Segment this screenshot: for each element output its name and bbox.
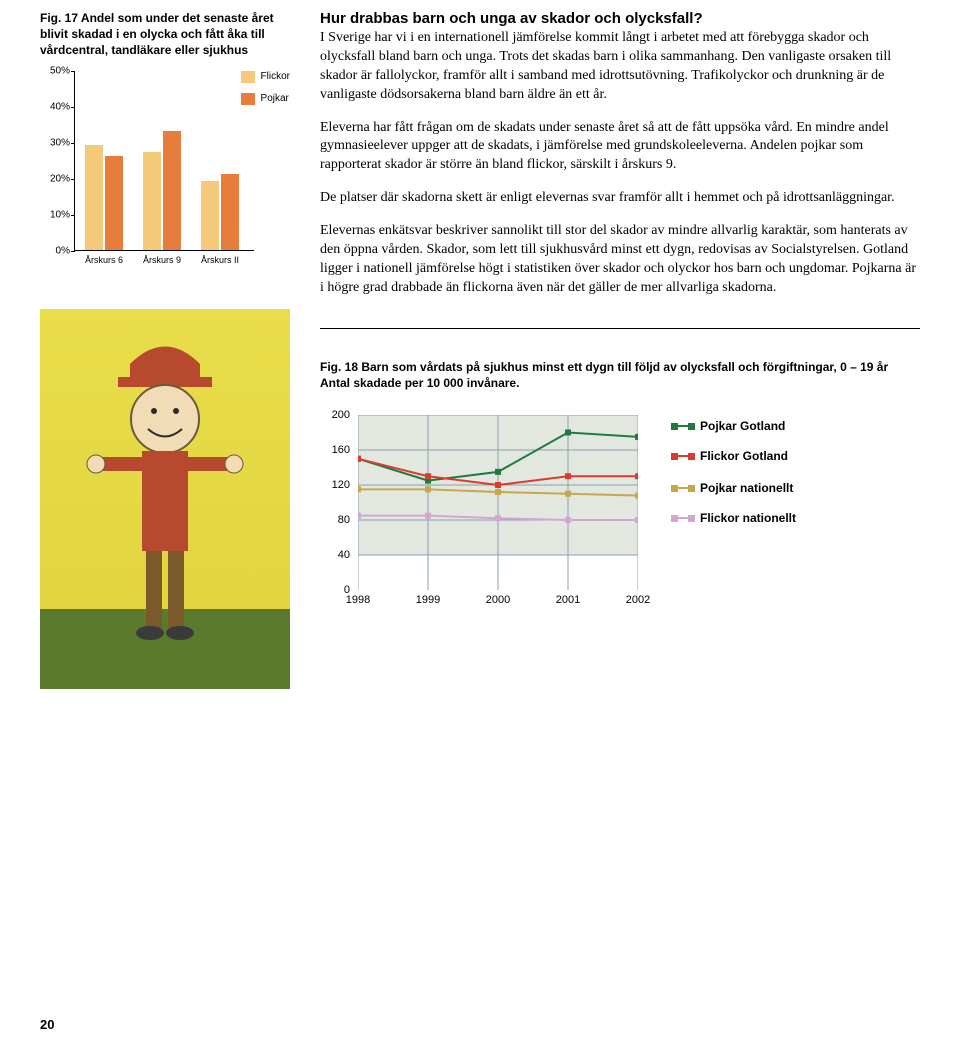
paragraph-4: Elevernas enkätsvar beskriver sannolikt … [320,222,920,298]
fig17-legend-item: Pojkar [241,93,290,105]
paragraph-2: Eleverna har fått frågan om de skadats u… [320,119,920,176]
paragraph-3: De platser där skadorna skett är enligt … [320,189,920,208]
fig17-y-tick: 20% [40,173,70,184]
fig18-y-tick: 160 [320,444,350,456]
fig17-y-tick: 10% [40,209,70,220]
page-number: 20 [40,1017,54,1032]
fig18-line-chart: 04080120160200 19981999200020012002 [320,411,650,621]
fig17-bar [221,174,239,250]
section-heading: Hur drabbas barn och unga av skador och … [320,10,920,27]
fig18-legend-item: Flickor Gotland [674,449,796,463]
fig17-x-label: Årskurs 9 [137,255,187,265]
fig17-bar-chart: 0%10%20%30%40%50% FlickorPojkar Årskurs … [40,71,290,291]
fig18-legend-item: Flickor nationellt [674,511,796,525]
fig18-legend: Pojkar Gotland Flickor Gotland Pojkar nati… [674,411,796,541]
fig17-y-tick: 30% [40,137,70,148]
fig17-bar [143,152,161,249]
fig17-y-tick: 50% [40,65,70,76]
fig18-y-tick: 200 [320,409,350,421]
fig17-bar [85,145,103,249]
fig18-x-tick: 2001 [556,594,580,639]
fig17-x-label: Årskurs 6 [79,255,129,265]
fig18-legend-item: Pojkar nationellt [674,481,796,495]
body-text: Hur drabbas barn och unga av skador och … [320,10,920,298]
fig18-legend-item: Pojkar Gotland [674,419,796,433]
fig18-y-tick: 40 [320,549,350,561]
fig18-x-tick: 2000 [486,594,510,639]
fig17-y-tick: 40% [40,101,70,112]
fig17-caption: Fig. 17 Andel som under det senaste året… [40,10,290,59]
fig18-y-tick: 80 [320,514,350,526]
fig17-y-tick: 0% [40,245,70,256]
fig18-x-tick: 1998 [346,594,370,639]
divider [320,328,920,329]
child-drawing [40,309,290,689]
fig18-x-tick: 1999 [416,594,440,639]
fig18-y-tick: 120 [320,479,350,491]
fig17-bar [105,156,123,250]
fig17-legend-item: Flickor [241,71,290,83]
fig18-caption: Fig. 18 Barn som vårdats på sjukhus mins… [320,359,920,391]
paragraph-1: I Sverige har vi i en internationell jäm… [320,29,920,105]
fig17-bar [163,131,181,250]
fig17-x-label: Årskurs II [195,255,245,265]
fig18-x-tick: 2002 [626,594,650,639]
fig17-bar [201,181,219,249]
